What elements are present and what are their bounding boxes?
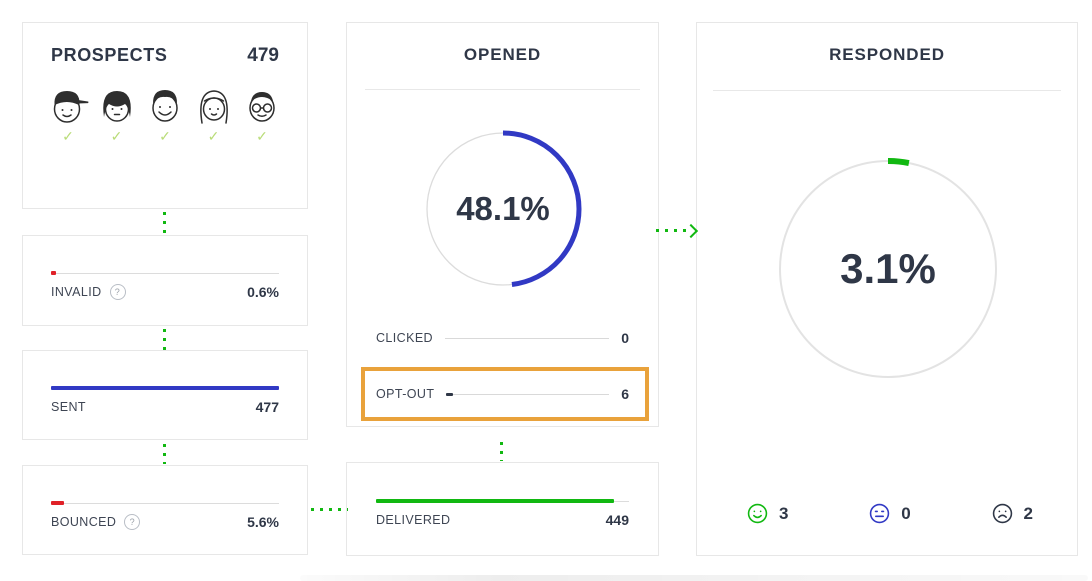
opened-percent: 48.1% [456,190,550,227]
clicked-value: 0 [621,330,629,346]
responded-percent: 3.1% [840,245,936,292]
sent-bar [51,386,279,390]
sentiment-row: 3 0 2 [697,503,1077,524]
prospects-header: PROSPECTS 479 [23,23,307,67]
negative-count: 2 [1023,503,1033,523]
sent-label: SENT [51,400,86,414]
bottom-cutoff-shade [300,575,1088,581]
invalid-value: 0.6% [247,284,279,300]
opt-out-bar [446,387,610,401]
connector-opened-delivered [500,442,503,461]
sentiment-negative: 2 [992,503,1033,524]
check-icon: ✓ [159,128,171,144]
opt-out-value: 6 [621,386,629,402]
delivered-label: DELIVERED [376,513,451,527]
avatar-man-glasses: ✓ [239,81,285,144]
check-icon: ✓ [207,128,220,144]
invalid-label: INVALID ? [51,284,126,300]
responded-donut-chart: 3.1% [775,156,1001,382]
prospects-title: PROSPECTS [51,45,168,65]
delivered-bar-fill [376,499,614,503]
clicked-label: CLICKED [376,331,433,345]
opened-card: OPENED 48.1% CLICKED 0 OPT-OUT 6 [346,22,659,427]
connector-prospects-invalid [163,212,166,235]
opened-donut-chart: 48.1% [421,127,585,291]
invalid-bar [51,271,279,275]
bounced-label: BOUNCED ? [51,514,141,530]
opt-out-label: OPT-OUT [376,387,435,401]
positive-count: 3 [779,503,789,523]
avatar-woman-long-hair: ✓ [191,81,237,144]
sent-value: 477 [255,399,279,415]
avatar-boy-cap: ✓ [45,81,91,144]
bounced-card: BOUNCED ? 5.6% [22,465,308,555]
sad-face-icon [992,503,1012,524]
clicked-row[interactable]: CLICKED 0 [376,328,629,348]
opt-out-row[interactable]: OPT-OUT 6 [376,384,629,404]
sentiment-positive: 3 [747,503,788,524]
opened-title: OPENED [463,45,542,64]
bounced-bar [51,501,279,505]
check-icon: ✓ [256,128,268,144]
connector-opened-responded [656,229,686,232]
divider [713,90,1061,91]
bounced-bar-fill [51,501,64,505]
connector-sent-bounced [163,444,166,464]
prospects-card: PROSPECTS 479 ✓ ✓ [22,22,308,209]
clicked-bar [444,331,610,345]
neutral-count: 0 [901,503,911,523]
avatar-man-short-hair: ✓ [142,81,188,144]
connector-invalid-sent [163,329,166,350]
divider [365,89,640,90]
responded-card: RESPONDED 3.1% 3 0 [696,22,1078,556]
bounced-value: 5.6% [247,514,279,530]
sent-bar-fill [51,386,279,390]
neutral-face-icon [870,503,890,524]
connector-bounced-delivered [311,508,348,511]
check-icon: ✓ [110,128,123,144]
invalid-card: INVALID ? 0.6% [22,235,308,326]
avatar-girl-bob: ✓ [94,81,140,144]
help-icon[interactable]: ? [109,284,126,300]
happy-face-icon [747,503,768,524]
help-icon[interactable]: ? [124,514,141,530]
check-icon: ✓ [62,128,74,144]
prospects-avatars: ✓ ✓ ✓ [23,81,307,144]
invalid-bar-fill [51,271,56,275]
sentiment-neutral: 0 [869,503,911,524]
delivered-card: DELIVERED 449 [346,462,659,556]
responded-title: RESPONDED [829,45,945,64]
sent-card: SENT 477 [22,350,308,440]
delivered-value: 449 [605,512,629,528]
prospects-count: 479 [247,45,279,66]
delivered-bar [376,499,629,503]
